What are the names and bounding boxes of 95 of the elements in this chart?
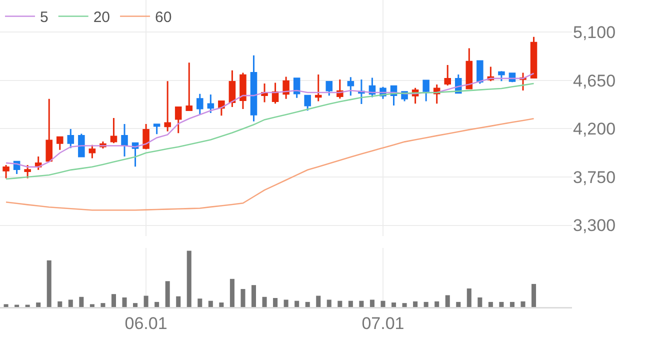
legend-label: 20: [93, 9, 110, 26]
candlestick: [282, 76, 290, 100]
bar: [251, 285, 256, 307]
candlestick: [121, 123, 128, 158]
candlestick: [293, 78, 300, 99]
candlestick: [196, 93, 204, 116]
bar: [510, 302, 514, 307]
candlestick: [466, 48, 473, 90]
bar: [186, 250, 192, 307]
bar: [305, 302, 310, 307]
line-series: [5, 72, 534, 168]
bar: [4, 304, 8, 307]
bar: [122, 297, 127, 307]
candlestick: [24, 164, 31, 180]
bar: [165, 281, 170, 307]
y-tick-label: 5,100: [573, 23, 616, 42]
bar: [499, 302, 504, 307]
bar: [413, 301, 418, 307]
candlestick: [142, 123, 150, 150]
bar: [100, 303, 106, 307]
bar: [359, 300, 364, 307]
bar: [294, 300, 300, 307]
bar: [424, 302, 428, 307]
bar: [326, 300, 332, 307]
bar: [219, 302, 224, 307]
x-tick-label: 06.01: [124, 314, 168, 333]
candlestick: [164, 80, 171, 132]
candlestick: [67, 128, 74, 149]
candlestick: [444, 64, 451, 86]
candlestick: [261, 82, 268, 103]
candlestick: [240, 72, 246, 110]
bar: [316, 296, 321, 307]
bar: [154, 302, 160, 307]
y-tick-label: 4,650: [573, 71, 616, 90]
bar: [58, 301, 62, 307]
bar: [466, 288, 472, 307]
line-series: [5, 118, 534, 211]
candlestick: [476, 60, 484, 85]
legend-label: 5: [40, 9, 48, 26]
y-tick-label: 3,300: [573, 216, 616, 236]
bar: [380, 300, 386, 307]
bar: [36, 302, 41, 307]
candlestick: [207, 94, 214, 114]
bar: [456, 302, 461, 307]
bar: [532, 284, 536, 307]
candlestick: [56, 136, 64, 151]
candlestick: [2, 164, 10, 180]
bar: [90, 304, 94, 307]
bar: [434, 301, 440, 307]
candlestick: [326, 80, 333, 96]
bar: [111, 294, 116, 307]
x-tick-label: 07.01: [362, 314, 404, 333]
bar: [370, 300, 374, 307]
bar: [402, 303, 407, 307]
candlestick: [174, 106, 182, 134]
bar: [208, 300, 213, 307]
bar: [488, 302, 493, 307]
candlestick: [46, 98, 52, 162]
bar: [79, 296, 84, 307]
bar: [284, 300, 288, 307]
candlestick: [530, 36, 538, 79]
candlestick: [272, 82, 279, 104]
bar: [348, 300, 353, 307]
y-tick-label: 4,200: [573, 120, 616, 139]
bar: [133, 303, 138, 307]
bar: [273, 298, 278, 307]
candlestick: [153, 124, 160, 135]
y-tick-label: 3,750: [573, 168, 616, 187]
candlestick: [186, 62, 193, 112]
candlestick: [314, 74, 322, 102]
bar: [144, 296, 148, 307]
line-series: [5, 82, 534, 180]
bar: [478, 297, 482, 307]
bar: [230, 278, 234, 307]
candlestick: [358, 78, 365, 105]
candlestick: [88, 144, 96, 159]
bar: [68, 300, 73, 307]
bar: [445, 295, 450, 307]
bar: [391, 302, 396, 307]
candlestick: [78, 133, 85, 158]
candlestick: [498, 70, 505, 82]
bar: [240, 289, 246, 307]
bar: [338, 300, 342, 307]
candlestick: [110, 117, 118, 144]
candlestick: [422, 80, 430, 102]
bar: [262, 296, 267, 307]
legend-label: 60: [155, 9, 172, 26]
bar: [46, 260, 52, 307]
candlestick: [250, 54, 258, 122]
bar: [176, 296, 181, 307]
candlestick: [347, 76, 354, 96]
candlestick: [304, 94, 311, 112]
candlestick: [228, 70, 236, 108]
bar: [520, 301, 526, 307]
bar: [198, 298, 202, 307]
